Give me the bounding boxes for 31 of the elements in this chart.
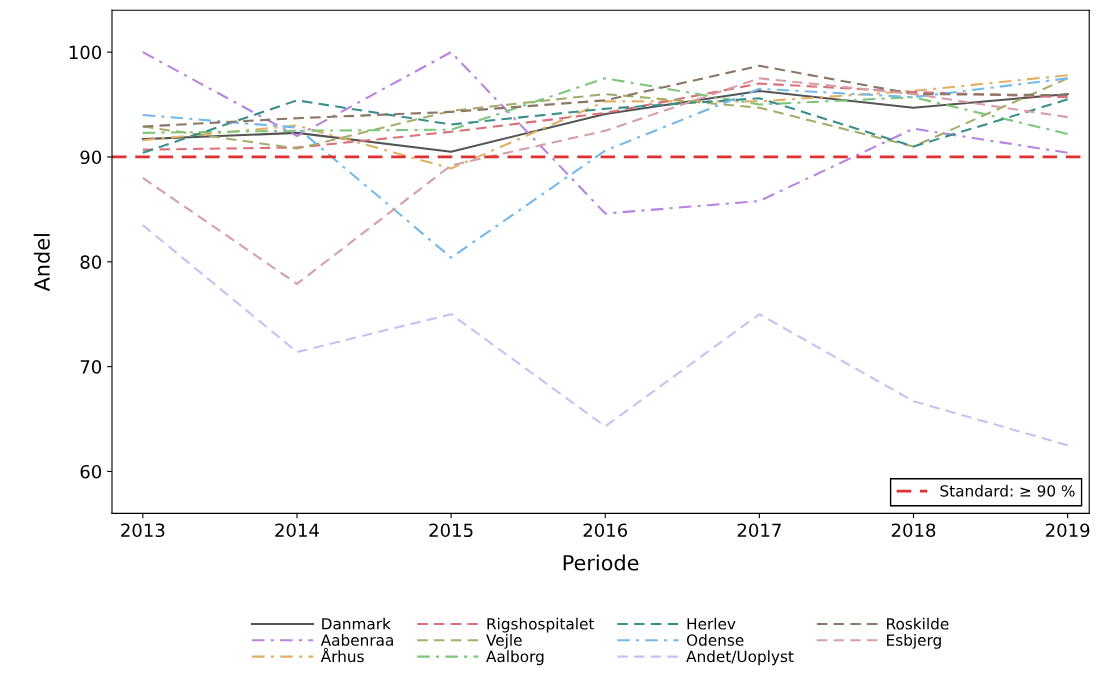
legend-label: Standard: ≥ 90 % xyxy=(940,484,1075,497)
y-tick-label: 70 xyxy=(80,360,102,374)
y-tick-label: 100 xyxy=(69,45,102,60)
legend-label: Danmark xyxy=(322,617,391,630)
y-tick-label: 80 xyxy=(80,255,102,269)
legend-label: Aabenraa xyxy=(320,634,393,646)
y-axis-title: Andel xyxy=(33,234,50,292)
legend-label: Roskilde xyxy=(887,617,949,630)
x-tick-label: 2018 xyxy=(891,523,936,538)
legend-label: Aalborg xyxy=(486,650,544,666)
legend-label: Århus xyxy=(320,647,364,663)
x-axis-title: Periode xyxy=(563,554,639,571)
x-tick-label: 2015 xyxy=(429,523,473,538)
y-tick-label: 90 xyxy=(80,150,102,165)
line-series xyxy=(141,51,1069,215)
legend-label: Andet/Uoplyst xyxy=(686,650,794,666)
legend-label: Rigshospitalet xyxy=(487,617,595,633)
legend-label: Herlev xyxy=(687,617,736,630)
line-series xyxy=(141,64,1069,128)
y-tick-label: 60 xyxy=(80,464,102,479)
x-tick-label: 2019 xyxy=(1045,523,1090,538)
x-tick-label: 2017 xyxy=(737,523,781,538)
line-series xyxy=(141,74,1069,170)
legend-label: Odense xyxy=(686,634,744,646)
x-tick-label: 2014 xyxy=(275,523,319,538)
line-series xyxy=(141,77,1069,135)
x-tick-label: 2013 xyxy=(121,523,165,538)
line-series xyxy=(141,224,1069,447)
legend-label: Vejle xyxy=(486,634,522,649)
legend-label: Esbjerg xyxy=(887,634,941,649)
x-tick-label: 2016 xyxy=(583,523,628,538)
